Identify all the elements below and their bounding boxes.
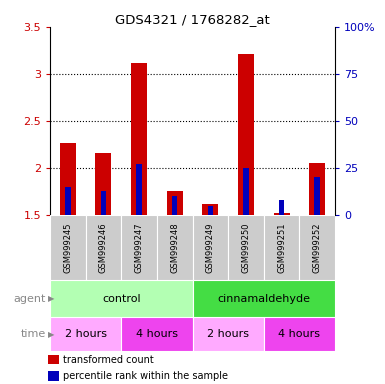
Text: GSM999246: GSM999246 bbox=[99, 222, 108, 273]
Bar bbox=[172, 196, 177, 215]
Bar bbox=[136, 164, 142, 215]
Text: time: time bbox=[21, 329, 46, 339]
Text: GSM999245: GSM999245 bbox=[64, 222, 72, 273]
Text: GSM999248: GSM999248 bbox=[170, 222, 179, 273]
Text: control: control bbox=[102, 293, 141, 304]
Bar bbox=[300, 215, 335, 280]
Bar bbox=[264, 317, 335, 351]
Bar bbox=[121, 317, 192, 351]
Title: GDS4321 / 1768282_at: GDS4321 / 1768282_at bbox=[115, 13, 270, 26]
Text: 2 hours: 2 hours bbox=[65, 329, 107, 339]
Bar bbox=[192, 317, 264, 351]
Bar bbox=[202, 204, 218, 215]
Bar bbox=[192, 280, 335, 317]
Bar bbox=[50, 317, 121, 351]
Bar bbox=[273, 213, 290, 215]
Bar bbox=[49, 371, 59, 381]
Text: ▶: ▶ bbox=[48, 294, 55, 303]
Text: agent: agent bbox=[14, 293, 46, 304]
Bar bbox=[101, 190, 106, 215]
Bar bbox=[279, 200, 284, 215]
Text: cinnamaldehyde: cinnamaldehyde bbox=[217, 293, 310, 304]
Bar bbox=[131, 63, 147, 215]
Bar bbox=[192, 215, 228, 280]
Text: GSM999249: GSM999249 bbox=[206, 222, 215, 273]
Bar bbox=[50, 280, 192, 317]
Bar bbox=[243, 168, 249, 215]
Text: GSM999247: GSM999247 bbox=[135, 222, 144, 273]
Bar bbox=[228, 215, 264, 280]
Bar bbox=[208, 206, 213, 215]
Text: GSM999250: GSM999250 bbox=[241, 222, 250, 273]
Text: percentile rank within the sample: percentile rank within the sample bbox=[64, 371, 228, 381]
Text: 4 hours: 4 hours bbox=[278, 329, 320, 339]
Bar bbox=[157, 215, 192, 280]
Bar bbox=[49, 355, 59, 364]
Bar bbox=[95, 153, 112, 215]
Bar bbox=[238, 54, 254, 215]
Bar bbox=[85, 215, 121, 280]
Bar bbox=[264, 215, 300, 280]
Bar bbox=[50, 215, 85, 280]
Bar bbox=[60, 142, 76, 215]
Bar bbox=[65, 187, 70, 215]
Bar bbox=[315, 177, 320, 215]
Text: GSM999252: GSM999252 bbox=[313, 222, 321, 273]
Bar bbox=[167, 190, 183, 215]
Bar bbox=[309, 163, 325, 215]
Text: ▶: ▶ bbox=[48, 329, 55, 339]
Bar bbox=[121, 215, 157, 280]
Text: GSM999251: GSM999251 bbox=[277, 222, 286, 273]
Text: 2 hours: 2 hours bbox=[207, 329, 249, 339]
Text: transformed count: transformed count bbox=[64, 354, 154, 364]
Text: 4 hours: 4 hours bbox=[136, 329, 178, 339]
